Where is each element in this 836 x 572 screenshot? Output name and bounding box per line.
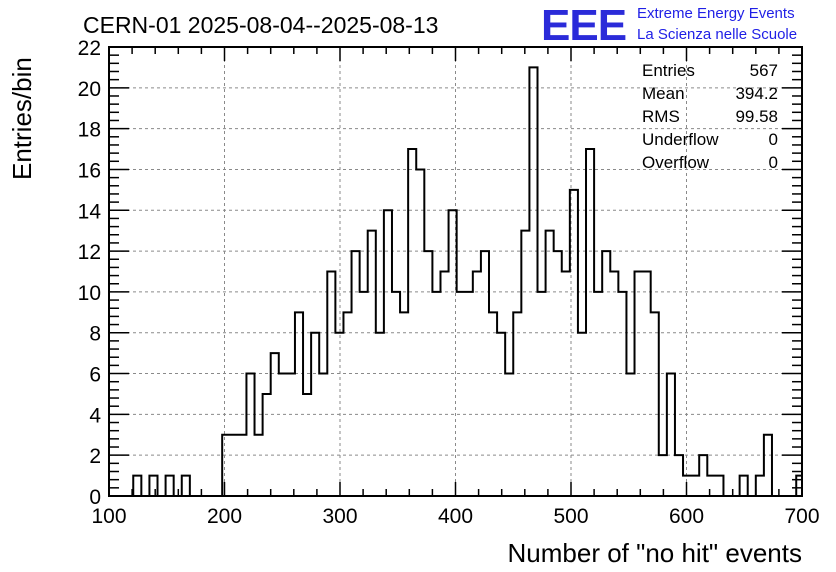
- stat-label: Overflow: [642, 153, 710, 172]
- brand-line-2: La Scienza nelle Scuole: [637, 26, 797, 43]
- x-tick-label: 700: [784, 505, 819, 528]
- stats-box: Entries 567 Mean 394.2 RMS 99.58 Underflow 0 Ove…: [642, 61, 778, 172]
- y-tick-label: 10: [78, 282, 101, 305]
- y-tick-label: 6: [89, 364, 101, 387]
- x-tick-label: 600: [669, 505, 704, 528]
- y-tick-label: 12: [78, 241, 101, 264]
- axis-ticks: 100 200 300 400 500 600 700 0 2 4 6 8 10 12 14 16 18 20 22: [78, 37, 820, 528]
- y-tick-label: 22: [78, 37, 101, 60]
- x-tick-label: 200: [207, 505, 242, 528]
- stat-label: Mean: [642, 84, 685, 103]
- stat-value: 99.58: [735, 107, 778, 126]
- stat-label: Underflow: [642, 130, 719, 149]
- x-axis-label: Number of "no hit" events: [508, 538, 803, 568]
- y-tick-label: 20: [78, 78, 101, 101]
- stat-label: Entries: [642, 61, 695, 80]
- y-tick-label: 18: [78, 119, 101, 142]
- x-tick-label: 300: [322, 505, 357, 528]
- eee-logo-text: EEE: [541, 1, 626, 50]
- eee-logo: EEE Extreme Energy Events La Scienza nel…: [541, 1, 797, 50]
- x-tick-label: 400: [438, 505, 473, 528]
- y-tick-label: 16: [78, 159, 101, 182]
- y-tick-label: 2: [89, 445, 101, 468]
- chart-title: CERN-01 2025-08-04--2025-08-13: [83, 12, 438, 38]
- x-tick-label: 100: [91, 505, 126, 528]
- y-tick-label: 14: [78, 200, 102, 223]
- stat-label: RMS: [642, 107, 680, 126]
- y-axis-label: Entries/bin: [7, 57, 37, 180]
- histogram-outline: [109, 66, 802, 497]
- stat-value: 0: [769, 130, 778, 149]
- brand-line-1: Extreme Energy Events: [637, 5, 795, 22]
- grid-lines: [109, 47, 802, 496]
- stat-value: 567: [750, 61, 778, 80]
- x-tick-label: 500: [553, 505, 588, 528]
- stat-value: 0: [769, 153, 778, 172]
- stat-value: 394.2: [735, 84, 778, 103]
- y-tick-label: 8: [89, 323, 101, 346]
- y-tick-label: 0: [89, 486, 101, 509]
- y-tick-label: 4: [89, 404, 101, 427]
